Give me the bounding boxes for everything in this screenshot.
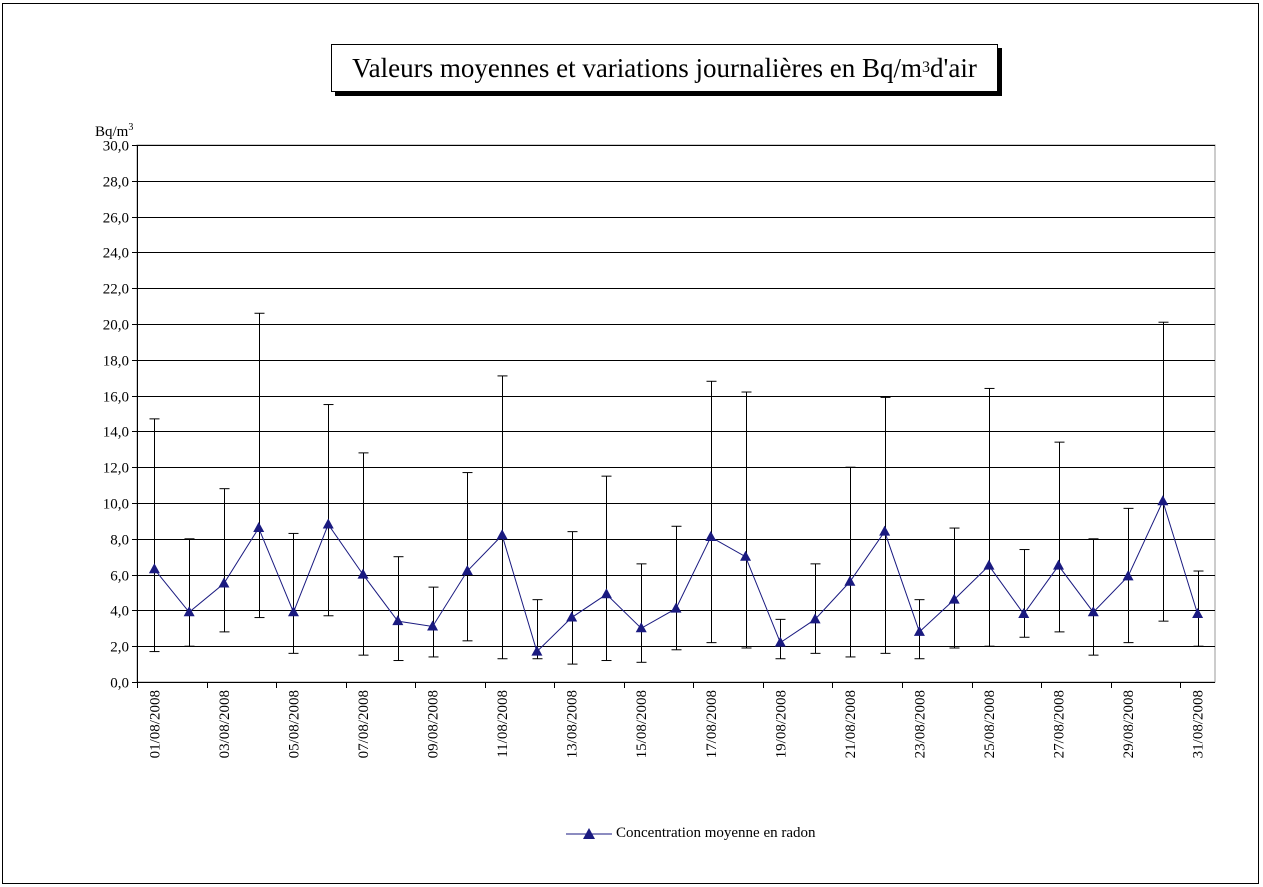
data-point-marker	[740, 550, 752, 561]
data-point-marker	[774, 636, 786, 647]
chart-title-text: Valeurs moyennes et variations journaliè…	[352, 52, 922, 83]
data-point-marker	[218, 577, 230, 588]
y-tick-label: 22,0	[103, 282, 129, 298]
x-tick-label: 03/08/2008	[217, 690, 233, 758]
y-tick-label: 2,0	[110, 640, 129, 656]
y-tick-label: 12,0	[103, 461, 129, 477]
data-point-marker	[322, 518, 334, 529]
data-point-marker	[531, 645, 543, 656]
y-tick-label: 8,0	[110, 533, 129, 549]
y-tick-label: 4,0	[110, 604, 129, 620]
error-bars	[149, 312, 1204, 665]
data-point-marker	[1157, 495, 1169, 506]
data-point-marker	[948, 593, 960, 604]
x-tick-label: 19/08/2008	[773, 690, 789, 758]
x-tick-label: 13/08/2008	[565, 690, 581, 758]
data-point-marker	[287, 606, 299, 617]
y-axis-unit-base: Bq/m	[95, 124, 129, 140]
x-tick-label: 17/08/2008	[704, 690, 720, 758]
data-point-marker	[983, 559, 995, 570]
x-tick-label: 23/08/2008	[912, 690, 928, 758]
y-tick-label: 16,0	[103, 390, 129, 406]
chart-title-suffix: d'air	[930, 52, 977, 83]
data-point-marker	[1053, 559, 1065, 570]
data-point-marker	[1192, 607, 1204, 618]
y-axis-unit-label: Bq/m3	[95, 122, 133, 141]
legend-label: Concentration moyenne en radon	[616, 825, 816, 841]
x-tick-label: 05/08/2008	[286, 690, 302, 758]
x-tick-label: 11/08/2008	[495, 690, 511, 758]
data-point-marker	[427, 620, 439, 631]
x-tick-label: 25/08/2008	[982, 690, 998, 758]
x-axis: 01/08/2008 03/08/2008 05/08/2008 07/08/2008…	[137, 145, 1215, 758]
y-tick-label: 14,0	[103, 425, 129, 441]
data-point-marker	[913, 625, 925, 636]
data-point-marker	[600, 588, 612, 599]
y-tick-label: 0,0	[110, 676, 129, 692]
data-point-marker	[705, 531, 717, 542]
x-tick-label: 07/08/2008	[356, 690, 372, 758]
data-point-marker	[148, 563, 160, 574]
data-point-marker	[253, 522, 265, 533]
y-tick-label: 6,0	[110, 569, 129, 585]
y-tick-label: 28,0	[103, 175, 129, 191]
data-point-marker	[496, 529, 508, 540]
y-tick-label: 18,0	[103, 354, 129, 370]
data-point-marker	[879, 525, 891, 536]
data-point-marker	[461, 565, 473, 576]
legend-marker-icon	[566, 827, 612, 839]
y-tick-label: 20,0	[103, 318, 129, 334]
data-point-marker	[392, 615, 404, 626]
chart-title: Valeurs moyennes et variations journaliè…	[331, 44, 998, 92]
y-tick-label: 10,0	[103, 497, 129, 513]
gridlines	[136, 144, 1216, 683]
y-tick-label: 24,0	[103, 246, 129, 262]
data-point-marker	[1018, 607, 1030, 618]
data-point-marker	[635, 622, 647, 633]
data-point-marker	[670, 602, 682, 613]
y-axis-unit-superscript: 3	[128, 122, 134, 133]
chart-frame	[2, 3, 1259, 884]
data-point-marker	[357, 568, 369, 579]
x-tick-label: 31/08/2008	[1191, 690, 1207, 758]
data-point-marker	[1122, 570, 1134, 581]
y-tick-label: 26,0	[103, 211, 129, 227]
y-tick-label: 30,0	[103, 139, 129, 155]
data-point-marker	[809, 613, 821, 624]
x-tick-label: 27/08/2008	[1052, 690, 1068, 758]
series-line	[148, 495, 1204, 656]
data-point-marker	[183, 606, 195, 617]
x-tick-label: 29/08/2008	[1121, 690, 1137, 758]
legend: Concentration moyenne en radon	[566, 825, 816, 842]
data-point-marker	[566, 611, 578, 622]
data-point-marker	[844, 575, 856, 586]
x-tick-label: 21/08/2008	[843, 690, 859, 758]
x-tick-label: 15/08/2008	[634, 690, 650, 758]
y-axis-ticks: 0,0 2,0 4,0 6,0 8,0 10,0 12,0 14,0 16,0 18,0 20,0 2…	[103, 139, 137, 692]
chart-title-superscript: 3	[922, 59, 930, 76]
x-tick-label: 09/08/2008	[426, 690, 442, 758]
data-point-marker	[1087, 606, 1099, 617]
x-tick-label: 01/08/2008	[147, 690, 163, 758]
